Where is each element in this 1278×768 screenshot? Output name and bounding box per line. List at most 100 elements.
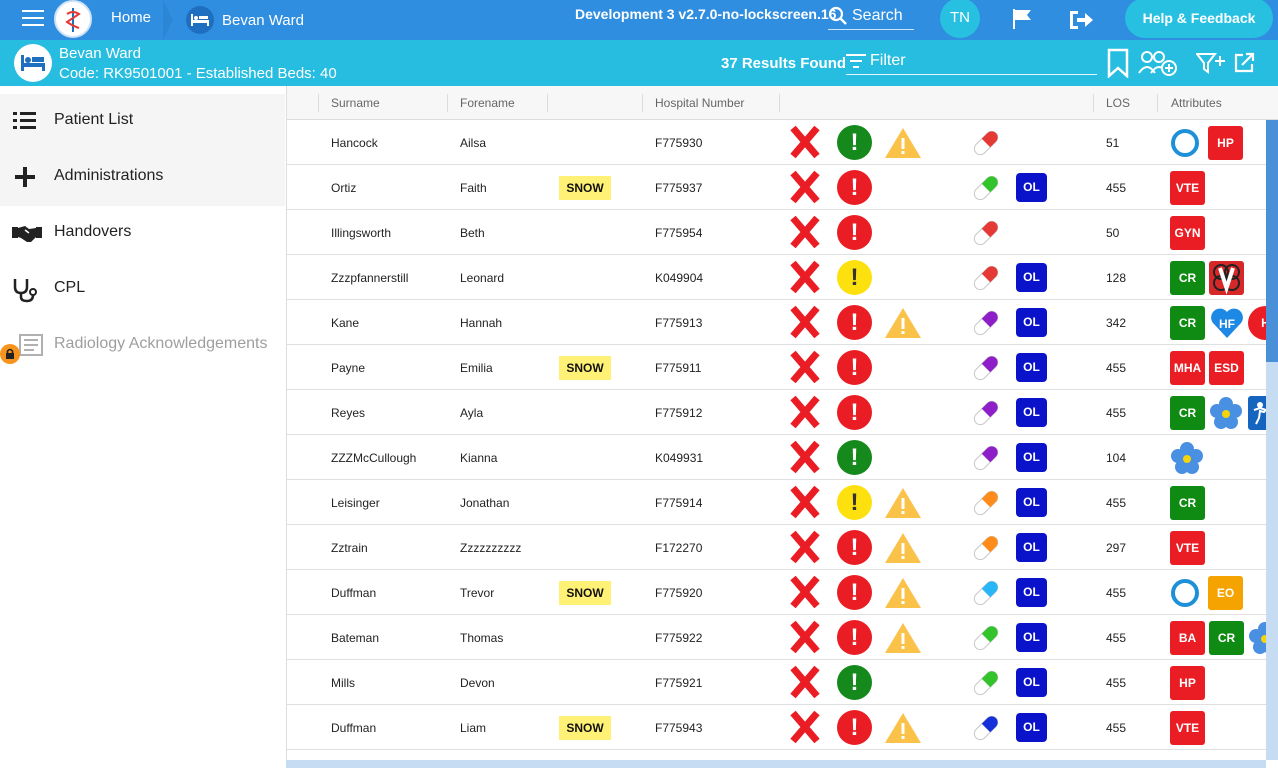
attribute-badge[interactable]: H — [1248, 306, 1267, 340]
logout-icon[interactable] — [1068, 9, 1094, 36]
warning-icon[interactable] — [883, 125, 923, 166]
medication-pill-icon[interactable] — [970, 712, 1002, 749]
ol-badge[interactable]: OL — [1016, 488, 1047, 517]
alert-status-icon[interactable]: ! — [837, 305, 872, 340]
red-x-icon[interactable] — [790, 530, 820, 569]
add-group-icon[interactable] — [1138, 49, 1178, 82]
header-forename[interactable]: Forename — [460, 96, 515, 110]
medication-pill-icon[interactable] — [970, 532, 1002, 569]
app-logo[interactable] — [54, 0, 92, 38]
medication-pill-icon[interactable] — [970, 667, 1002, 704]
table-row[interactable]: Zzzpfannerstill Leonard K049904! OL 128 CR — [287, 255, 1267, 300]
ol-badge[interactable]: OL — [1016, 443, 1047, 472]
sidebar-item-administrations[interactable]: Administrations — [0, 150, 285, 206]
medication-pill-icon[interactable] — [970, 397, 1002, 434]
red-x-icon[interactable] — [790, 260, 820, 299]
sidebar-item-radiology[interactable]: Radiology Acknowledgements — [0, 318, 285, 374]
ol-badge[interactable]: OL — [1016, 173, 1047, 202]
medication-pill-icon[interactable] — [970, 307, 1002, 344]
ol-badge[interactable]: OL — [1016, 398, 1047, 427]
attribute-badge[interactable]: VTE — [1170, 711, 1205, 745]
attribute-badge[interactable]: CR — [1170, 396, 1205, 430]
medication-pill-icon[interactable] — [970, 622, 1002, 659]
red-x-icon[interactable] — [790, 620, 820, 659]
attribute-badge[interactable]: VTE — [1170, 531, 1205, 565]
attribute-badge[interactable]: ESD — [1209, 351, 1244, 385]
alert-status-icon[interactable]: ! — [837, 620, 872, 655]
header-hospital-number[interactable]: Hospital Number — [655, 96, 745, 110]
ol-badge[interactable]: OL — [1016, 353, 1047, 382]
red-x-icon[interactable] — [790, 665, 820, 704]
medication-pill-icon[interactable] — [970, 352, 1002, 389]
medication-pill-icon[interactable] — [970, 577, 1002, 614]
ol-badge[interactable]: OL — [1016, 623, 1047, 652]
medication-pill-icon[interactable] — [970, 262, 1002, 299]
attribute-badge[interactable]: CR — [1170, 486, 1205, 520]
attribute-badge[interactable]: GYN — [1170, 216, 1205, 250]
scrollbar-thumb[interactable] — [1266, 120, 1278, 362]
alert-status-icon[interactable]: ! — [837, 710, 872, 745]
filter-add-icon[interactable] — [1194, 52, 1226, 79]
bookmark-icon[interactable] — [1107, 48, 1129, 83]
user-avatar[interactable]: TN — [940, 0, 980, 38]
red-x-icon[interactable] — [790, 125, 820, 164]
header-surname[interactable]: Surname — [331, 96, 380, 110]
sidebar-item-cpl[interactable]: CPL — [0, 262, 285, 318]
red-x-icon[interactable] — [790, 170, 820, 209]
table-row[interactable]: Hancock Ailsa F775930! 51 HP — [287, 120, 1267, 165]
alert-status-icon[interactable]: ! — [837, 260, 872, 295]
attribute-badge[interactable]: HP — [1170, 666, 1205, 700]
red-x-icon[interactable] — [790, 215, 820, 254]
red-x-icon[interactable] — [790, 485, 820, 524]
alert-status-icon[interactable]: ! — [837, 215, 872, 250]
medication-pill-icon[interactable] — [970, 487, 1002, 524]
sidebar-item-patient-list[interactable]: Patient List — [0, 94, 285, 150]
attribute-badge[interactable]: VTE — [1170, 171, 1205, 205]
table-row[interactable]: ZZZMcCullough Kianna K049931! OL 104 — [287, 435, 1267, 480]
warning-icon[interactable] — [883, 620, 923, 661]
menu-icon[interactable] — [22, 10, 44, 28]
attribute-badge[interactable]: MHA — [1170, 351, 1205, 385]
warning-icon[interactable] — [883, 305, 923, 346]
flag-icon[interactable] — [1011, 8, 1033, 35]
table-row[interactable]: Illingsworth Beth F775954! 50 GYN — [287, 210, 1267, 255]
header-los[interactable]: LOS — [1106, 96, 1131, 110]
medication-pill-icon[interactable] — [970, 442, 1002, 479]
alert-status-icon[interactable]: ! — [837, 485, 872, 520]
ol-badge[interactable]: OL — [1016, 533, 1047, 562]
attribute-badge[interactable]: HP — [1208, 126, 1243, 160]
attribute-badge[interactable]: CR — [1170, 261, 1205, 295]
red-x-icon[interactable] — [790, 710, 820, 749]
table-row[interactable]: Leisinger Jonathan F775914! OL 455 CR — [287, 480, 1267, 525]
horizontal-scrollbar[interactable] — [286, 760, 1266, 768]
warning-icon[interactable] — [883, 530, 923, 571]
forget-me-not-icon[interactable] — [1170, 441, 1204, 476]
filter-input[interactable]: Filter — [846, 48, 1097, 75]
table-row[interactable]: Mills Devon F775921! OL 455 HP — [287, 660, 1267, 705]
open-external-icon[interactable] — [1233, 52, 1255, 79]
ol-badge[interactable]: OL — [1016, 713, 1047, 742]
breadcrumb-ward[interactable]: Bevan Ward — [176, 0, 304, 40]
medication-pill-icon[interactable] — [970, 172, 1002, 209]
ring-icon[interactable] — [1170, 578, 1200, 611]
hf-heart-icon[interactable]: HF — [1209, 305, 1245, 341]
ol-badge[interactable]: OL — [1016, 578, 1047, 607]
attribute-badge[interactable]: CR — [1170, 306, 1205, 340]
help-feedback-button[interactable]: Help & Feedback — [1125, 0, 1273, 38]
search-button[interactable]: Search — [828, 2, 914, 30]
warning-icon[interactable] — [883, 485, 923, 526]
table-row[interactable]: Bateman Thomas F775922! OL 455 BA CR — [287, 615, 1267, 660]
red-x-icon[interactable] — [790, 305, 820, 344]
alert-status-icon[interactable]: ! — [837, 350, 872, 385]
table-row[interactable]: Ortiz Faith SNOW F775937! OL 455 VTE — [287, 165, 1267, 210]
red-x-icon[interactable] — [790, 575, 820, 614]
table-row[interactable]: Payne Emilia SNOW F775911! OL 455 MHA ESD — [287, 345, 1267, 390]
table-row[interactable]: Reyes Ayla F775912! OL 455 CR — [287, 390, 1267, 435]
medication-pill-icon[interactable] — [970, 127, 1002, 164]
attribute-badge[interactable]: CR — [1209, 621, 1244, 655]
person-attribute-icon[interactable] — [1248, 396, 1267, 430]
warning-icon[interactable] — [883, 710, 923, 751]
red-x-icon[interactable] — [790, 350, 820, 389]
alert-status-icon[interactable]: ! — [837, 440, 872, 475]
attribute-badge[interactable]: EO — [1208, 576, 1243, 610]
